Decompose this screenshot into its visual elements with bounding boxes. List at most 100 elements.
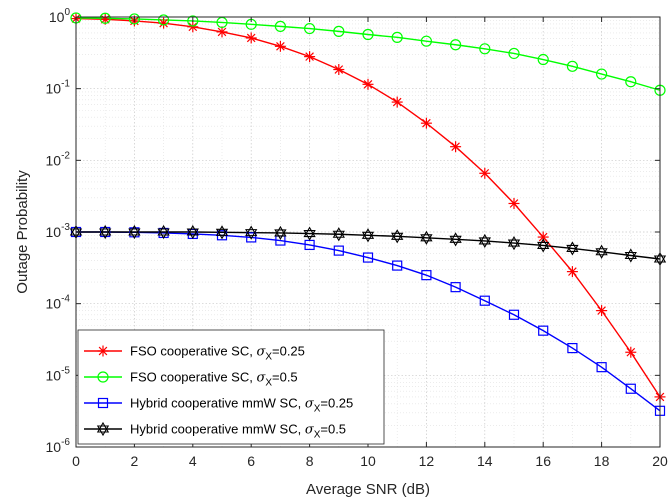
hexagram-marker-down: [186, 228, 199, 240]
square-marker-shape: [538, 325, 549, 336]
data-point-s3: [157, 224, 170, 240]
asterisk-marker-stroke: [480, 168, 490, 178]
data-point-s3: [361, 228, 375, 243]
square-marker-shape: [596, 362, 607, 373]
x-tick-label: 16: [535, 453, 551, 469]
legend-marker-0: [97, 345, 109, 357]
hexagram-marker-up: [391, 229, 404, 240]
series-markers: [69, 12, 667, 416]
data-point-s3: [391, 229, 404, 244]
data-point-s3: [566, 241, 579, 256]
hexagram-marker-down: [274, 229, 287, 241]
circle-marker-shape: [158, 14, 170, 26]
asterisk-marker-stroke: [276, 41, 285, 51]
hexagram-marker-up: [537, 238, 550, 249]
asterisk-marker-stroke: [334, 65, 344, 74]
circle-marker-shape: [508, 47, 520, 60]
asterisk-marker-stroke: [626, 347, 636, 357]
data-point-s0: [508, 197, 520, 209]
asterisk-marker-stroke: [538, 232, 548, 242]
x-tick-label: 18: [594, 453, 610, 469]
legend-label-0: FSO cooperative SC, σX=0.25: [130, 344, 305, 363]
data-point-s1: [566, 60, 579, 72]
circle-marker-shape: [566, 60, 579, 72]
x-tick-label: 0: [72, 453, 80, 469]
data-point-s0: [625, 346, 637, 358]
data-point-s1: [274, 20, 286, 32]
data-point-s3: [245, 225, 258, 240]
data-point-s1: [128, 13, 140, 25]
data-point-s0: [187, 21, 199, 33]
y-axis-label: Outage Probability: [14, 170, 31, 294]
data-point-s1: [391, 31, 403, 43]
hexagram-marker-up: [186, 224, 199, 236]
x-tick-label: 12: [419, 453, 435, 469]
asterisk-marker-stroke: [159, 18, 168, 28]
legend-marker-3: [96, 421, 110, 437]
circle-marker-shape: [450, 39, 462, 51]
circle-marker-shape: [537, 53, 549, 66]
hexagram-marker-down: [420, 234, 433, 245]
square-marker-shape: [567, 342, 578, 354]
x-tick-label: 6: [247, 453, 255, 469]
data-point-s2: [567, 342, 578, 354]
data-point-s0: [274, 40, 286, 52]
circle-marker-shape: [595, 68, 608, 80]
data-point-s1: [187, 15, 199, 27]
asterisk-marker-stroke: [509, 199, 519, 208]
hexagram-marker-up: [215, 225, 229, 236]
hexagram-marker-down: [96, 425, 110, 437]
data-point-s3: [624, 248, 637, 263]
legend-label-2: Hybrid cooperative mmW SC, σX=0.25: [130, 396, 353, 415]
data-point-s3: [215, 225, 229, 240]
x-tick-label: 4: [189, 453, 197, 469]
data-point-s2: [362, 252, 374, 263]
data-point-s2: [333, 245, 344, 256]
y-tick-label: 10-5: [46, 365, 71, 383]
data-point-s1: [333, 25, 345, 37]
data-point-s3: [186, 224, 199, 240]
series-line-1: [75, 17, 661, 91]
square-marker-shape: [421, 270, 432, 281]
square-marker-shape: [479, 295, 490, 306]
hexagram-marker-down: [245, 229, 258, 240]
data-point-s3: [595, 244, 608, 259]
data-point-s0: [566, 266, 578, 278]
hexagram-marker-up: [449, 232, 462, 243]
circle-marker-shape: [333, 25, 345, 37]
data-point-s0: [537, 231, 549, 243]
x-tick-label: 14: [477, 453, 493, 469]
x-tick-label: 20: [652, 453, 668, 469]
square-marker-shape: [97, 397, 109, 409]
hexagram-marker-up: [420, 230, 433, 242]
legend-marker-2: [97, 397, 109, 409]
hexagram-marker-up: [274, 225, 287, 237]
y-tick-label: 10-2: [46, 150, 71, 168]
data-point-s0: [245, 32, 257, 44]
data-point-s2: [479, 295, 490, 306]
y-tick-label: 10-4: [46, 294, 71, 312]
data-point-s1: [450, 39, 462, 51]
data-point-s1: [420, 35, 432, 47]
y-tick-label: 10-6: [46, 437, 71, 455]
asterisk-marker-stroke: [305, 52, 314, 61]
hexagram-marker-up: [595, 244, 608, 256]
circle-marker-shape: [420, 35, 432, 47]
data-point-s3: [128, 224, 141, 240]
data-point-s1: [99, 12, 111, 24]
hexagram-marker-up: [332, 227, 345, 238]
x-axis-ticks: 0 2 4 6 8 10 12 14 16 18 20: [72, 17, 668, 469]
hexagram-marker-up: [245, 225, 258, 237]
hexagram-marker-down: [449, 235, 462, 247]
data-point-s2: [246, 232, 257, 243]
series-line-3: [76, 231, 661, 260]
data-point-s0: [479, 167, 491, 179]
hexagram-marker-down: [478, 237, 491, 249]
asterisk-marker-stroke: [568, 267, 577, 276]
y-tick-label: 10-3: [46, 222, 71, 240]
hexagram-marker-up: [128, 224, 141, 236]
asterisk-marker-stroke: [363, 80, 373, 89]
data-point-s2: [508, 309, 520, 320]
asterisk-marker-stroke: [98, 346, 108, 356]
